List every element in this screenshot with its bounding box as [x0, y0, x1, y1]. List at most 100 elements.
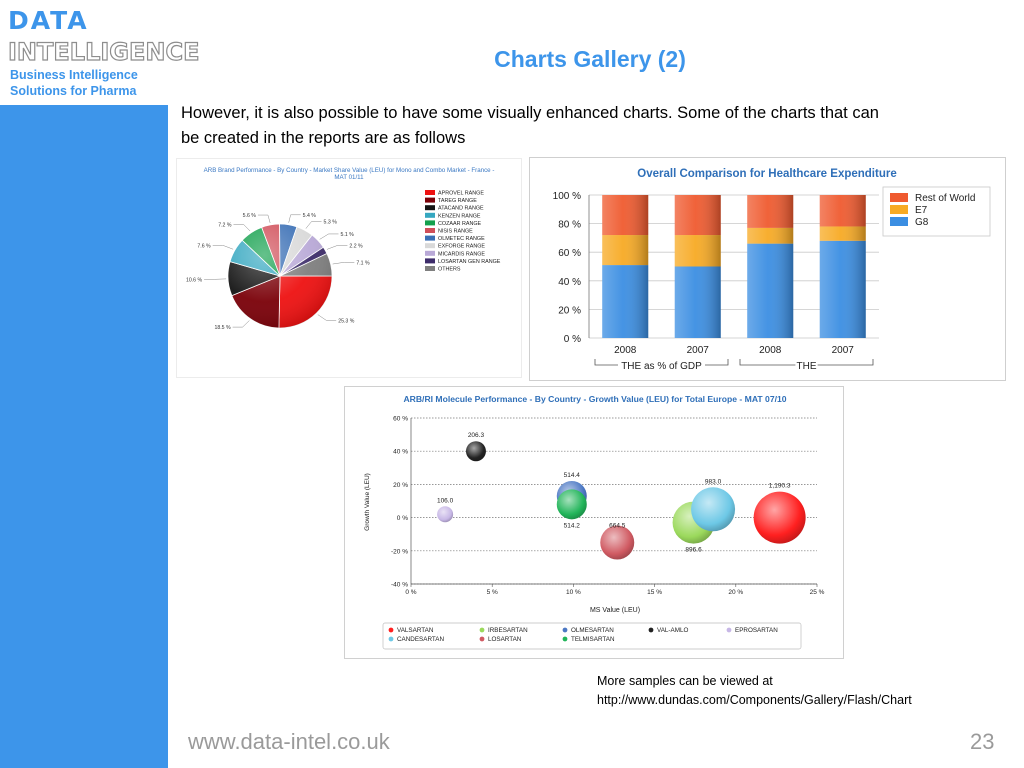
- pie-legend-label: ATACAND RANGE: [438, 206, 484, 212]
- bubble-legend-label: VAL-AMLO: [657, 627, 688, 634]
- bar-segment-shading: [602, 235, 649, 266]
- more-samples-link[interactable]: http://www.dundas.com/Components/Gallery…: [597, 693, 912, 707]
- bubble-xtick-label: 10 %: [566, 589, 581, 596]
- bar-chart-panel: Overall Comparison for Healthcare Expend…: [529, 157, 1006, 381]
- bar-group-label: THE: [797, 361, 817, 372]
- pie-legend-swatch: [425, 235, 435, 241]
- bubble-point: [437, 506, 454, 523]
- intro-line-1: However, it is also possible to have som…: [181, 104, 879, 122]
- pie-legend-swatch: [425, 197, 435, 203]
- bubble-xtick-label: 5 %: [487, 589, 498, 596]
- bubble-data-label: 1,190.3: [769, 483, 791, 490]
- pie-legend-label: EXFORGE RANGE: [438, 244, 485, 250]
- bar-ytick-label: 80 %: [558, 220, 581, 231]
- pie-legend-label: MICARDIS RANGE: [438, 251, 485, 257]
- bar-group-label: THE as % of GDP: [621, 361, 702, 372]
- bar-legend-label: G8: [915, 217, 929, 228]
- pie-data-label: 5.1 %: [341, 232, 355, 238]
- pie-slices: [227, 223, 333, 329]
- pie-data-label: 5.4 %: [303, 213, 317, 219]
- pie-chart-title-line-2: MAT 01/11: [334, 174, 364, 181]
- bubble-chart-title: ARB/RI Molecule Performance - By Country…: [403, 394, 786, 404]
- bar-legend-swatch: [890, 205, 908, 214]
- bubble-legend-marker: [562, 636, 568, 642]
- bubble-point: [691, 487, 736, 532]
- bubble-ytick-label: 40 %: [393, 449, 408, 456]
- bubble-legend-marker: [648, 627, 654, 633]
- bubble-legend-label: OLMESARTAN: [571, 627, 614, 634]
- pie-legend-label: APROVEL RANGE: [438, 191, 484, 197]
- pie-highlight: [228, 224, 332, 328]
- bar-legend-swatch: [890, 217, 908, 226]
- bubble-point: [465, 441, 486, 462]
- bar-category-label: 2007: [832, 345, 855, 356]
- pie-data-labels: 25.3 % 18.5 % 10.6 % 7.6 % 7.2 % 5.6 % 5.4 % 5.…: [186, 213, 370, 331]
- bubble-legend-box: [382, 622, 802, 650]
- pie-data-label: 18.5 %: [214, 325, 231, 331]
- bubble-ytick-label: 20 %: [393, 482, 408, 489]
- bar-legend-label: Rest of World: [915, 193, 975, 204]
- bubble-data-label: 514.4: [564, 472, 581, 479]
- logo-line-data: DATA: [8, 6, 89, 35]
- pie-data-label: 25.3 %: [338, 318, 355, 324]
- bar-ytick-label: 40 %: [558, 277, 581, 288]
- bubble-ytick-label: -40 %: [391, 582, 408, 589]
- bar-chart-axis: 0 % 20 % 40 % 60 % 80 % 100 % 2008 2007 2008 2007…: [553, 191, 874, 372]
- company-logo: DATA INTELLIGENCE Business Intelligence …: [7, 6, 200, 101]
- bubble-legend-label: LOSARTAN: [488, 636, 522, 643]
- bubble-legend-marker: [388, 636, 394, 642]
- bar-legend-label: E7: [915, 205, 928, 216]
- bubble-chart-legend: VALSARTAN IRBESARTAN OLMESARTAN VAL-AMLO EPR…: [382, 622, 802, 650]
- more-samples-note: More samples can be viewed at http://www…: [597, 672, 912, 710]
- pie-data-label: 7.1 %: [356, 260, 370, 266]
- bar-segment-shading: [674, 235, 721, 267]
- bar-category-label: 2007: [687, 345, 710, 356]
- page-title: Charts Gallery (2): [494, 46, 686, 72]
- bubble-ytick-label: 60 %: [393, 416, 408, 423]
- bar-ytick-label: 100 %: [553, 191, 581, 202]
- bubble-chart-panel: ARB/RI Molecule Performance - By Country…: [344, 386, 844, 659]
- bar-legend-swatch: [890, 193, 908, 202]
- bar-segment-shading: [674, 266, 721, 338]
- bar-ytick-label: 60 %: [558, 248, 581, 259]
- bubble-ytick-label: 0 %: [397, 515, 408, 522]
- footer-website[interactable]: www.data-intel.co.uk: [188, 729, 390, 754]
- bubble-chart: ARB/RI Molecule Performance - By Country…: [364, 394, 825, 650]
- bar-segment-shading: [819, 240, 866, 338]
- bubble-ytick-label: -20 %: [391, 548, 408, 555]
- bubble-point: [600, 525, 635, 560]
- pie-data-label: 5.6 %: [243, 213, 257, 219]
- bar-chart-bars: [602, 195, 866, 338]
- bar-segment-shading: [602, 265, 649, 338]
- logo-tagline-1: Business Intelligence: [10, 68, 138, 82]
- bubble-legend-label: VALSARTAN: [397, 627, 434, 634]
- bubble-data-label: 514.2: [564, 522, 581, 529]
- bubble-legend-marker: [479, 636, 485, 642]
- pie-legend-swatch: [425, 258, 435, 264]
- bubble-legend-label: CANDESARTAN: [397, 636, 444, 643]
- bubble-chart-points: 206.3 106.0 514.4 514.2 664.5 896.6 983.0 1,190…: [437, 432, 806, 560]
- bubble-legend-label: TELMISARTAN: [571, 636, 615, 643]
- pie-legend-swatch: [425, 266, 435, 271]
- bubble-xtick-label: 15 %: [647, 589, 662, 596]
- pie-data-label: 2.2 %: [349, 243, 363, 249]
- bar-segment-shading: [747, 243, 794, 338]
- sidebar-band: [0, 105, 168, 768]
- page-number: 23: [970, 729, 995, 754]
- pie-chart-title: ARB Brand Performance - By Country - Mar…: [204, 167, 495, 174]
- bubble-data-label: 664.5: [609, 523, 626, 530]
- bar-segment-shading: [674, 195, 721, 236]
- bar-group-bracket: [594, 359, 729, 366]
- bar-category-label: 2008: [614, 345, 637, 356]
- pie-legend-label: KENZEN RANGE: [438, 213, 481, 219]
- bubble-legend-label: IRBESARTAN: [488, 627, 528, 634]
- bar-ytick-label: 0 %: [564, 334, 581, 345]
- bar-group-bracket: [739, 359, 874, 366]
- bubble-legend-marker: [388, 627, 394, 633]
- bubble-data-label: 896.6: [685, 547, 702, 554]
- bar-segment-shading: [819, 226, 866, 241]
- pie-legend-label: OLMETEC RANGE: [438, 236, 485, 242]
- pie-legend-swatch: [425, 190, 435, 195]
